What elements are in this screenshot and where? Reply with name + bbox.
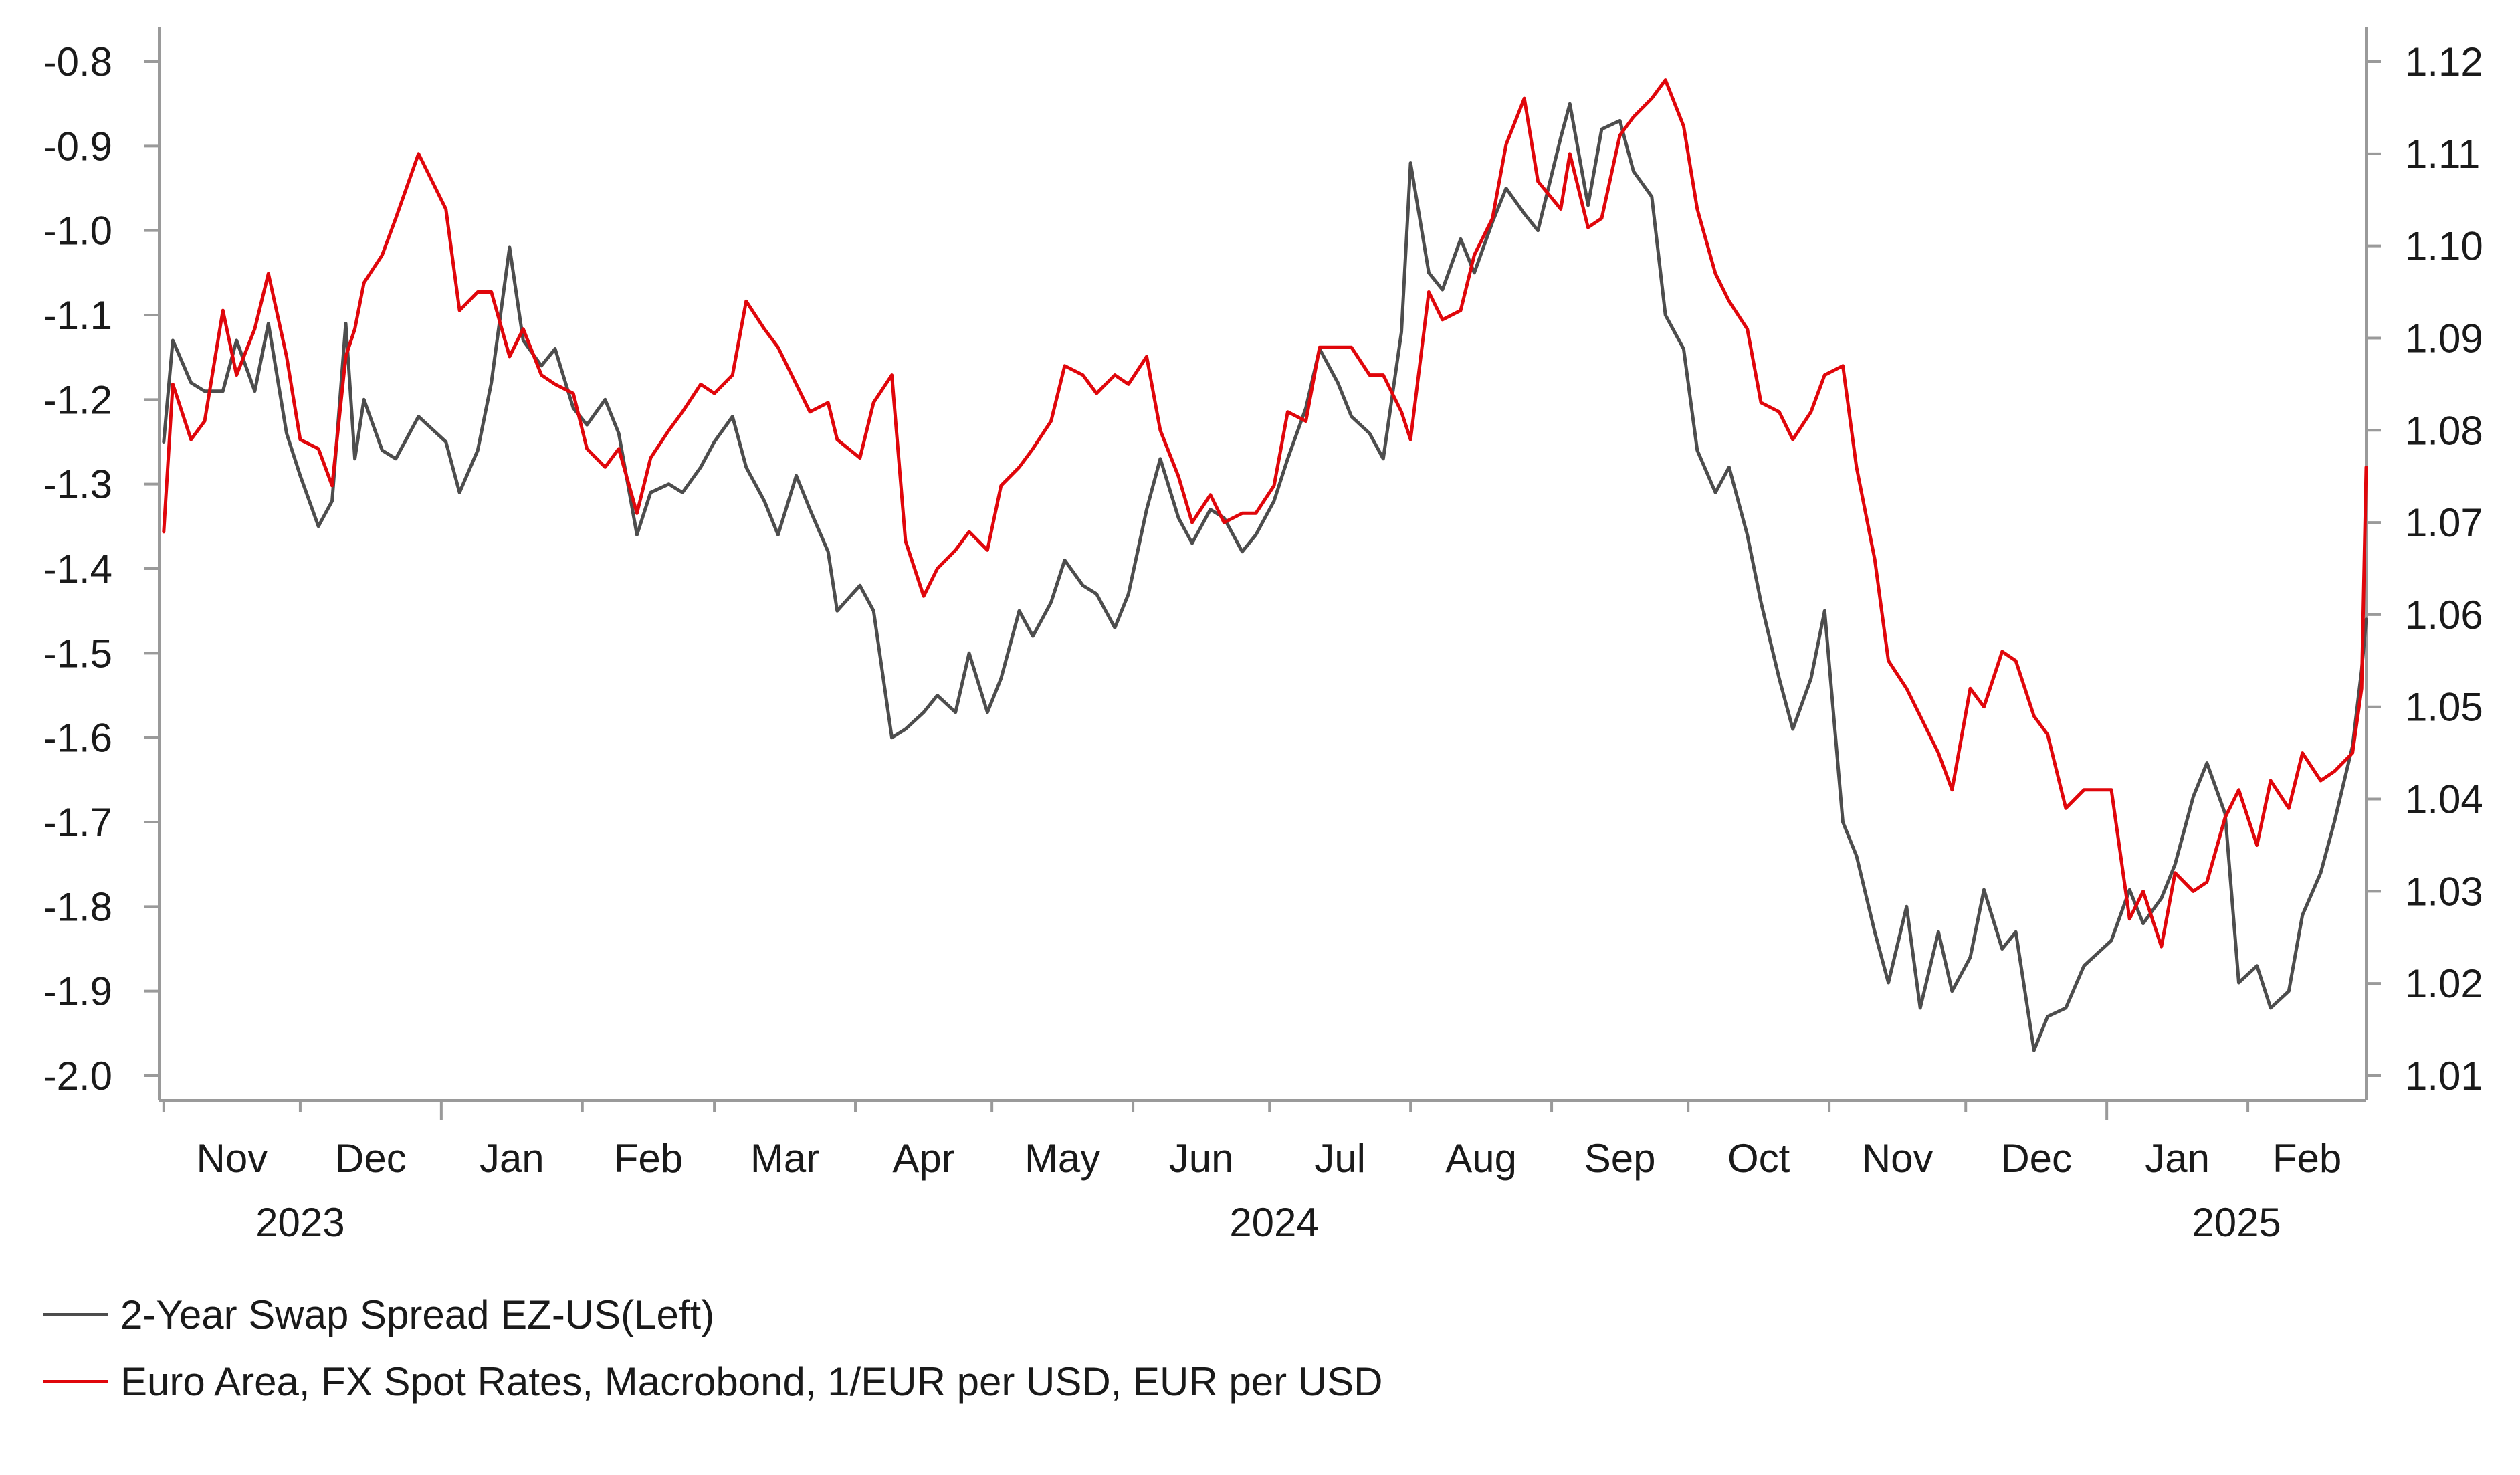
right-tick-label: 1.12: [2405, 39, 2483, 84]
right-tick-label: 1.06: [2405, 593, 2483, 637]
tick-labels: -0.8 -0.9 -1.0 -1.1 -1.2 -1.3 -1.4 -1.5 -1.6 -1.7…: [43, 39, 2483, 1245]
right-tick-label: 1.07: [2405, 500, 2483, 545]
legend-item-eurusd: Euro Area, FX Spot Rates, Macrobond, 1/E…: [43, 1348, 1382, 1415]
left-tick-label: -1.4: [43, 547, 112, 591]
legend-label-eurusd: Euro Area, FX Spot Rates, Macrobond, 1/E…: [120, 1359, 1383, 1404]
year-label: 2024: [1229, 1200, 1318, 1245]
left-tick-label: -1.2: [43, 377, 112, 422]
month-label: Jun: [1169, 1136, 1234, 1181]
month-label: Oct: [1727, 1136, 1790, 1181]
left-tick-label: -1.8: [43, 884, 112, 929]
month-label: Jan: [480, 1136, 544, 1181]
legend-swatch-spread: [43, 1312, 108, 1316]
month-label: Feb: [2273, 1136, 2341, 1181]
month-label: Feb: [614, 1136, 683, 1181]
right-tick-label: 1.09: [2405, 316, 2483, 361]
left-tick-label: -1.9: [43, 969, 112, 1014]
legend: 2-Year Swap Spread EZ-US(Left) Euro Area…: [43, 1281, 1382, 1415]
right-tick-label: 1.11: [2405, 132, 2480, 177]
left-tick-label: -1.6: [43, 716, 112, 761]
month-label: Jul: [1314, 1136, 1366, 1181]
legend-item-spread: 2-Year Swap Spread EZ-US(Left): [43, 1281, 1382, 1348]
month-label: Aug: [1445, 1136, 1517, 1181]
right-tick-label: 1.10: [2405, 224, 2483, 269]
left-tick-label: -1.3: [43, 462, 112, 507]
right-tick-label: 1.02: [2405, 961, 2483, 1006]
right-tick-label: 1.01: [2405, 1054, 2483, 1098]
month-label: Jan: [2145, 1136, 2210, 1181]
month-label: Dec: [335, 1136, 407, 1181]
left-tick-label: -1.7: [43, 800, 112, 845]
month-label: Mar: [750, 1136, 819, 1181]
month-label: Nov: [1862, 1136, 1933, 1181]
series-line-eurusd: [162, 78, 2368, 949]
left-tick-label: -0.9: [43, 124, 112, 169]
month-label: Sep: [1584, 1136, 1656, 1181]
left-tick-label: -1.5: [43, 631, 112, 676]
right-tick-label: 1.04: [2405, 777, 2483, 822]
month-label: May: [1025, 1136, 1100, 1181]
left-tick-label: -0.8: [43, 39, 112, 84]
month-label: Nov: [197, 1136, 268, 1181]
left-tick-label: -2.0: [43, 1054, 112, 1098]
left-tick-label: -1.1: [43, 293, 112, 338]
legend-label-spread: 2-Year Swap Spread EZ-US(Left): [120, 1292, 715, 1337]
series-line-swap-spread: [162, 102, 2368, 1052]
year-label: 2023: [255, 1200, 344, 1245]
axes: [144, 27, 2381, 1120]
legend-swatch-eurusd: [43, 1379, 108, 1383]
month-label: Dec: [2000, 1136, 2072, 1181]
right-tick-label: 1.08: [2405, 408, 2483, 453]
right-tick-label: 1.03: [2405, 869, 2483, 914]
series-lines: [162, 78, 2368, 1052]
year-label: 2025: [2192, 1200, 2281, 1245]
left-tick-label: -1.0: [43, 209, 112, 254]
right-tick-label: 1.05: [2405, 685, 2483, 730]
month-label: Apr: [892, 1136, 954, 1181]
